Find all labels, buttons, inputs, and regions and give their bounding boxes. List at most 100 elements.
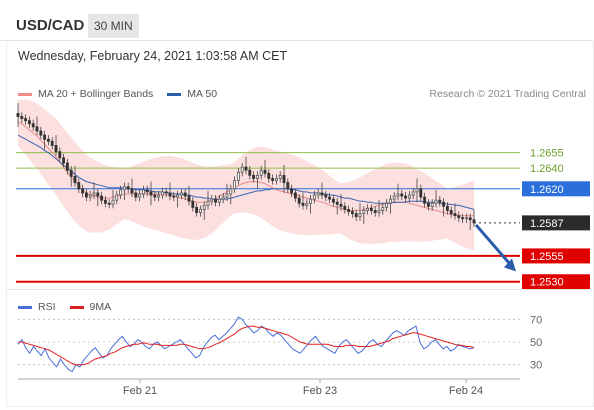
candle-body-17: [81, 188, 85, 194]
candle-body-22: [100, 195, 104, 201]
x-tick-feb-23: Feb 23: [303, 385, 337, 397]
x-tick-feb-24: Feb 24: [449, 385, 483, 397]
legend-ma50-label: MA 50: [187, 88, 218, 100]
level-tag-1.2620: [522, 181, 590, 197]
candle-body-11: [58, 151, 62, 159]
candle-body-71: [286, 182, 290, 190]
candle-body-78: [312, 194, 316, 200]
forecast-arrow-shaft: [474, 223, 514, 268]
rsi-tick-70: 70: [530, 314, 542, 326]
candle-body-68: [274, 178, 278, 181]
candle-body-37: [157, 194, 161, 198]
candle-body-92: [366, 208, 370, 211]
candle-body-4: [31, 123, 35, 128]
legend-9ma-swatch: [69, 305, 84, 309]
candle-body-111: [438, 199, 442, 203]
candle-body-85: [339, 203, 343, 207]
candle-body-43: [179, 192, 183, 196]
chart-timestamp: Wednesday, February 24, 2021 1:03:58 AM …: [18, 49, 288, 63]
candle-body-86: [343, 205, 347, 210]
candle-body-44: [183, 192, 187, 197]
candle-body-110: [434, 199, 438, 204]
candle-body-9: [50, 140, 54, 146]
candle-body-41: [172, 195, 176, 198]
rsi-legend: RSI 9MA: [18, 301, 125, 313]
candle-body-0: [16, 113, 20, 117]
rsi-line: [17, 316, 475, 373]
candle-body-97: [385, 202, 389, 208]
candle-body-91: [362, 210, 366, 214]
candle-body-16: [77, 182, 81, 190]
candle-body-48: [198, 209, 202, 213]
legend-ma50: MA 50: [167, 88, 217, 100]
chart-header: USD/CAD 30 MIN: [0, 0, 594, 41]
candle-body-118: [464, 217, 468, 220]
candle-body-27: [119, 189, 123, 196]
candle-body-81: [324, 194, 328, 198]
candle-body-102: [404, 195, 408, 199]
rsi-9ma-line: [18, 325, 475, 366]
candle-body-113: [445, 205, 449, 211]
candle-body-89: [354, 213, 358, 218]
candle-body-69: [278, 174, 282, 179]
candle-body-31: [134, 192, 138, 198]
candle-body-2: [24, 118, 28, 122]
candle-body-12: [62, 157, 66, 164]
candle-body-59: [240, 166, 244, 173]
legend-ma20-swatch: [18, 92, 32, 96]
candle-body-35: [149, 191, 153, 196]
candle-body-5: [35, 126, 39, 132]
forecast-arrow-head: [504, 258, 516, 272]
candle-body-53: [217, 198, 221, 203]
candle-body-10: [54, 145, 58, 153]
level-tag-1.2587: [522, 215, 590, 231]
candle-body-88: [350, 211, 354, 214]
candle-body-52: [214, 198, 218, 203]
candle-body-112: [442, 201, 446, 207]
candle-body-15: [73, 176, 77, 184]
candle-body-56: [229, 188, 233, 195]
candle-body-46: [191, 200, 195, 208]
candle-body-29: [126, 186, 130, 190]
legend-ma20-label: MA 20 + Bollinger Bands: [38, 88, 154, 100]
candle-body-50: [206, 200, 210, 206]
candle-body-54: [221, 196, 225, 200]
candle-body-63: [255, 174, 259, 179]
candle-body-30: [130, 188, 134, 194]
candle-body-19: [88, 194, 92, 198]
legend-9ma: 9MA: [69, 301, 111, 313]
level-label-1.2620: 1.2620: [530, 184, 564, 196]
candle-body-62: [252, 174, 256, 179]
legend-rsi: RSI: [18, 301, 56, 313]
level-tag-1.2530: [522, 274, 590, 290]
level-label-1.2530: 1.2530: [530, 277, 564, 289]
candle-body-96: [381, 206, 385, 211]
candle-body-13: [65, 162, 69, 171]
candle-body-24: [107, 202, 111, 205]
candle-body-61: [248, 169, 252, 176]
candle-body-84: [335, 201, 339, 205]
candle-body-55: [225, 193, 229, 198]
candle-body-76: [305, 202, 309, 206]
candle-body-66: [267, 172, 271, 179]
candle-body-77: [309, 198, 313, 204]
research-credit: Research © 2021 Trading Central: [429, 88, 586, 100]
candle-body-106: [419, 188, 423, 198]
candles: [16, 103, 476, 231]
candle-body-33: [141, 189, 145, 195]
candle-body-114: [449, 210, 453, 214]
candle-body-82: [328, 196, 332, 200]
candle-body-3: [27, 120, 31, 125]
candle-body-60: [244, 166, 248, 171]
candle-body-93: [369, 208, 373, 211]
timeframe-badge[interactable]: 30 MIN: [88, 14, 139, 38]
candle-body-70: [282, 174, 286, 184]
rsi-chart: 70 50 30 Feb 21 Feb 23 Feb 24: [17, 314, 542, 397]
candle-body-25: [111, 199, 115, 205]
candle-body-99: [392, 195, 396, 200]
legend-rsi-swatch: [18, 305, 32, 309]
candle-body-87: [347, 209, 351, 212]
candle-body-47: [195, 206, 199, 213]
candle-body-34: [145, 189, 149, 193]
candle-body-65: [263, 169, 267, 174]
